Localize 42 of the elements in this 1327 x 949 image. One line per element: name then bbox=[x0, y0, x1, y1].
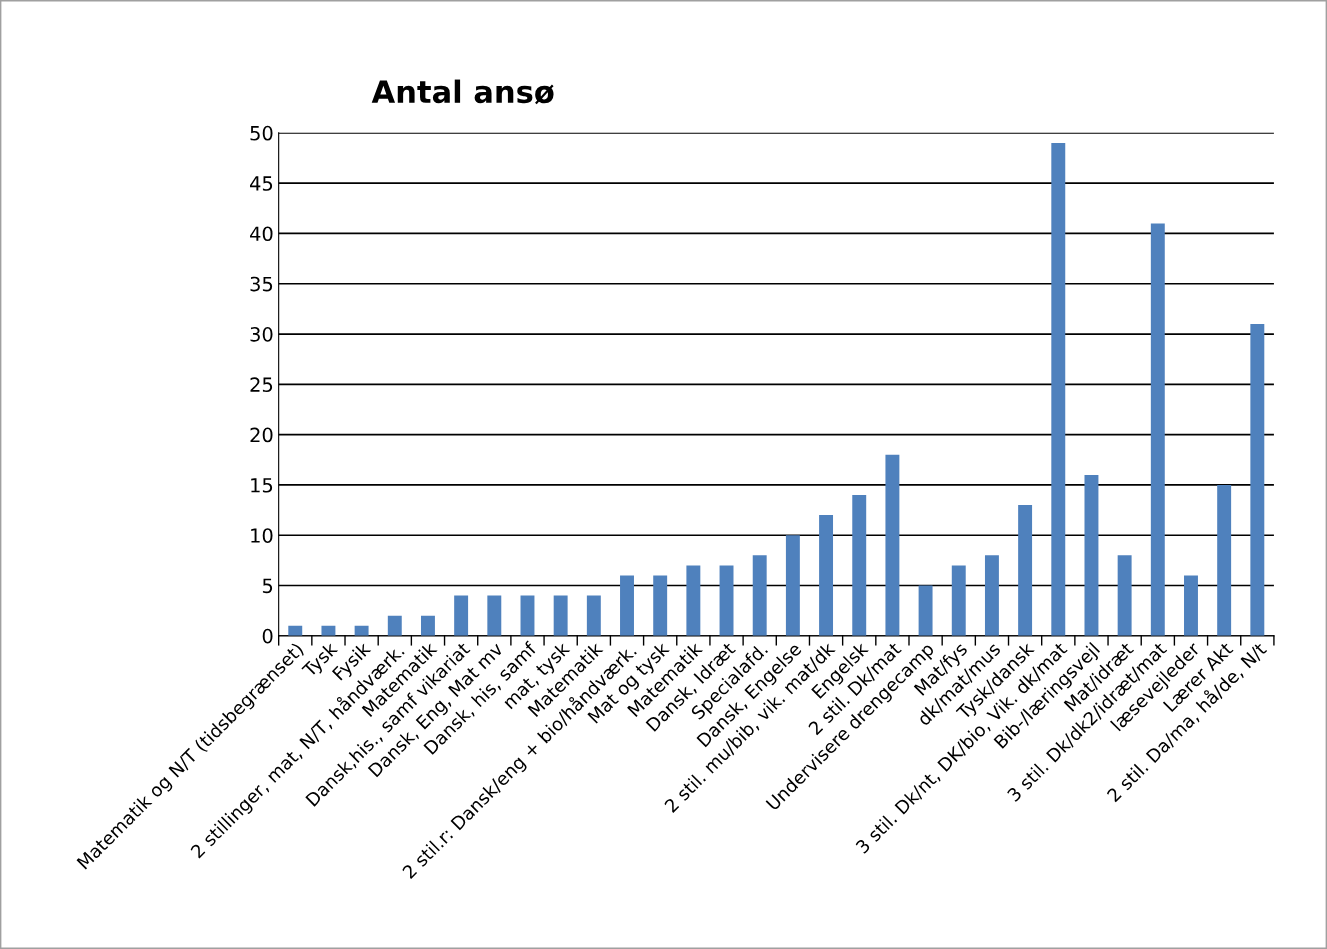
bar bbox=[520, 595, 535, 636]
bar bbox=[553, 595, 568, 636]
y-tick-label: 35 bbox=[250, 276, 273, 292]
y-tick-label: 30 bbox=[250, 327, 273, 342]
bar bbox=[719, 565, 734, 636]
bar bbox=[454, 595, 469, 636]
bar bbox=[288, 625, 303, 636]
bar bbox=[1184, 575, 1198, 636]
bar bbox=[620, 575, 634, 636]
bar bbox=[1117, 555, 1132, 636]
bar bbox=[752, 555, 767, 636]
y-tick-label: 15 bbox=[251, 478, 273, 493]
bar bbox=[1018, 505, 1033, 636]
y-tick-label: 20 bbox=[250, 427, 273, 443]
bar bbox=[918, 585, 933, 636]
y-tick-label: 50 bbox=[250, 125, 273, 141]
bar bbox=[984, 555, 999, 636]
bar bbox=[420, 615, 435, 636]
bar bbox=[852, 495, 867, 636]
bar bbox=[1051, 142, 1066, 636]
bar bbox=[1250, 323, 1265, 636]
bar bbox=[1084, 474, 1099, 636]
bar bbox=[785, 535, 800, 636]
bar bbox=[1150, 223, 1165, 636]
bar bbox=[354, 625, 369, 636]
y-tick-label: 45 bbox=[250, 176, 273, 191]
bar bbox=[487, 595, 502, 636]
y-tick-label: 40 bbox=[250, 226, 273, 242]
bar bbox=[819, 515, 834, 636]
bar bbox=[686, 565, 701, 636]
bar bbox=[387, 615, 402, 636]
y-tick-label: 25 bbox=[250, 377, 273, 393]
bar bbox=[1217, 484, 1232, 636]
bar bbox=[951, 565, 966, 636]
y-tick-label: 10 bbox=[251, 528, 273, 543]
chart-title: Antal ansø bbox=[371, 79, 554, 105]
y-tick-label: 0 bbox=[262, 628, 273, 644]
bar bbox=[321, 625, 336, 636]
y-tick-label: 5 bbox=[262, 578, 273, 594]
bar bbox=[885, 454, 900, 636]
bar bbox=[586, 595, 601, 636]
bar bbox=[653, 575, 668, 636]
